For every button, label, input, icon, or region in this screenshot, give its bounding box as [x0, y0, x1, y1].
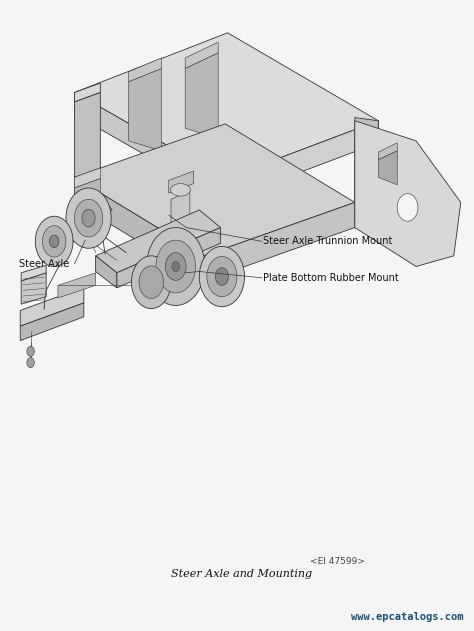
Polygon shape: [128, 69, 162, 151]
Polygon shape: [169, 171, 194, 193]
Polygon shape: [204, 203, 355, 281]
Text: <EI 47599>: <EI 47599>: [310, 557, 365, 566]
Polygon shape: [185, 53, 218, 138]
Polygon shape: [185, 42, 218, 69]
Polygon shape: [128, 58, 162, 82]
Polygon shape: [117, 228, 220, 288]
Circle shape: [131, 256, 171, 309]
Polygon shape: [355, 121, 461, 266]
Polygon shape: [378, 151, 397, 185]
Circle shape: [82, 209, 95, 227]
Polygon shape: [65, 227, 89, 244]
Polygon shape: [71, 195, 112, 224]
Circle shape: [397, 194, 418, 221]
Text: Steer Axle: Steer Axle: [19, 259, 70, 269]
Polygon shape: [96, 256, 117, 288]
Circle shape: [156, 240, 196, 293]
Polygon shape: [71, 209, 82, 244]
Polygon shape: [171, 191, 190, 242]
Circle shape: [165, 252, 186, 280]
Circle shape: [74, 199, 103, 237]
Polygon shape: [20, 287, 84, 326]
Circle shape: [139, 266, 164, 298]
Circle shape: [207, 256, 237, 297]
Text: www.epcatalogs.com: www.epcatalogs.com: [351, 612, 463, 622]
Circle shape: [66, 188, 111, 248]
Circle shape: [27, 358, 35, 368]
Polygon shape: [74, 124, 355, 256]
Circle shape: [42, 226, 66, 257]
Polygon shape: [74, 93, 100, 212]
Circle shape: [36, 216, 73, 266]
Polygon shape: [74, 33, 378, 179]
Polygon shape: [51, 229, 71, 249]
Text: Steer Axle Trunnion Mount: Steer Axle Trunnion Mount: [263, 237, 392, 246]
Circle shape: [49, 235, 59, 247]
Polygon shape: [58, 273, 96, 298]
Polygon shape: [225, 121, 378, 201]
Polygon shape: [74, 83, 100, 102]
Polygon shape: [378, 143, 397, 160]
Circle shape: [215, 268, 228, 285]
Polygon shape: [74, 179, 100, 231]
Polygon shape: [74, 168, 100, 188]
Text: Steer Axle and Mounting: Steer Axle and Mounting: [171, 569, 312, 579]
Polygon shape: [355, 117, 378, 228]
Polygon shape: [81, 220, 108, 239]
Polygon shape: [21, 273, 46, 304]
Polygon shape: [74, 93, 225, 201]
Circle shape: [172, 261, 180, 271]
Circle shape: [146, 228, 205, 305]
Text: Plate Bottom Rubber Mount: Plate Bottom Rubber Mount: [263, 273, 399, 283]
Polygon shape: [21, 265, 46, 281]
Circle shape: [199, 246, 245, 307]
Polygon shape: [20, 303, 84, 341]
Polygon shape: [96, 210, 220, 273]
Circle shape: [27, 346, 35, 357]
Polygon shape: [74, 177, 204, 281]
Ellipse shape: [171, 184, 191, 196]
